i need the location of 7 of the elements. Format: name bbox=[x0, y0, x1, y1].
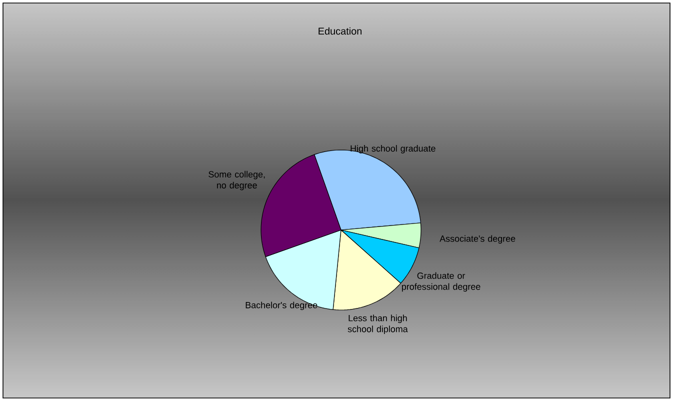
slice-label: Bachelor's degree bbox=[246, 302, 318, 310]
slice-label: Graduate or professional degree bbox=[402, 272, 480, 292]
slice-label: Associate's degree bbox=[440, 235, 516, 244]
slice-label: Less than high school diploma bbox=[348, 314, 408, 334]
slice-label: Some college, no degree bbox=[208, 170, 265, 190]
slice-label: High school graduate bbox=[350, 145, 436, 154]
chart-title: Education bbox=[318, 27, 362, 35]
